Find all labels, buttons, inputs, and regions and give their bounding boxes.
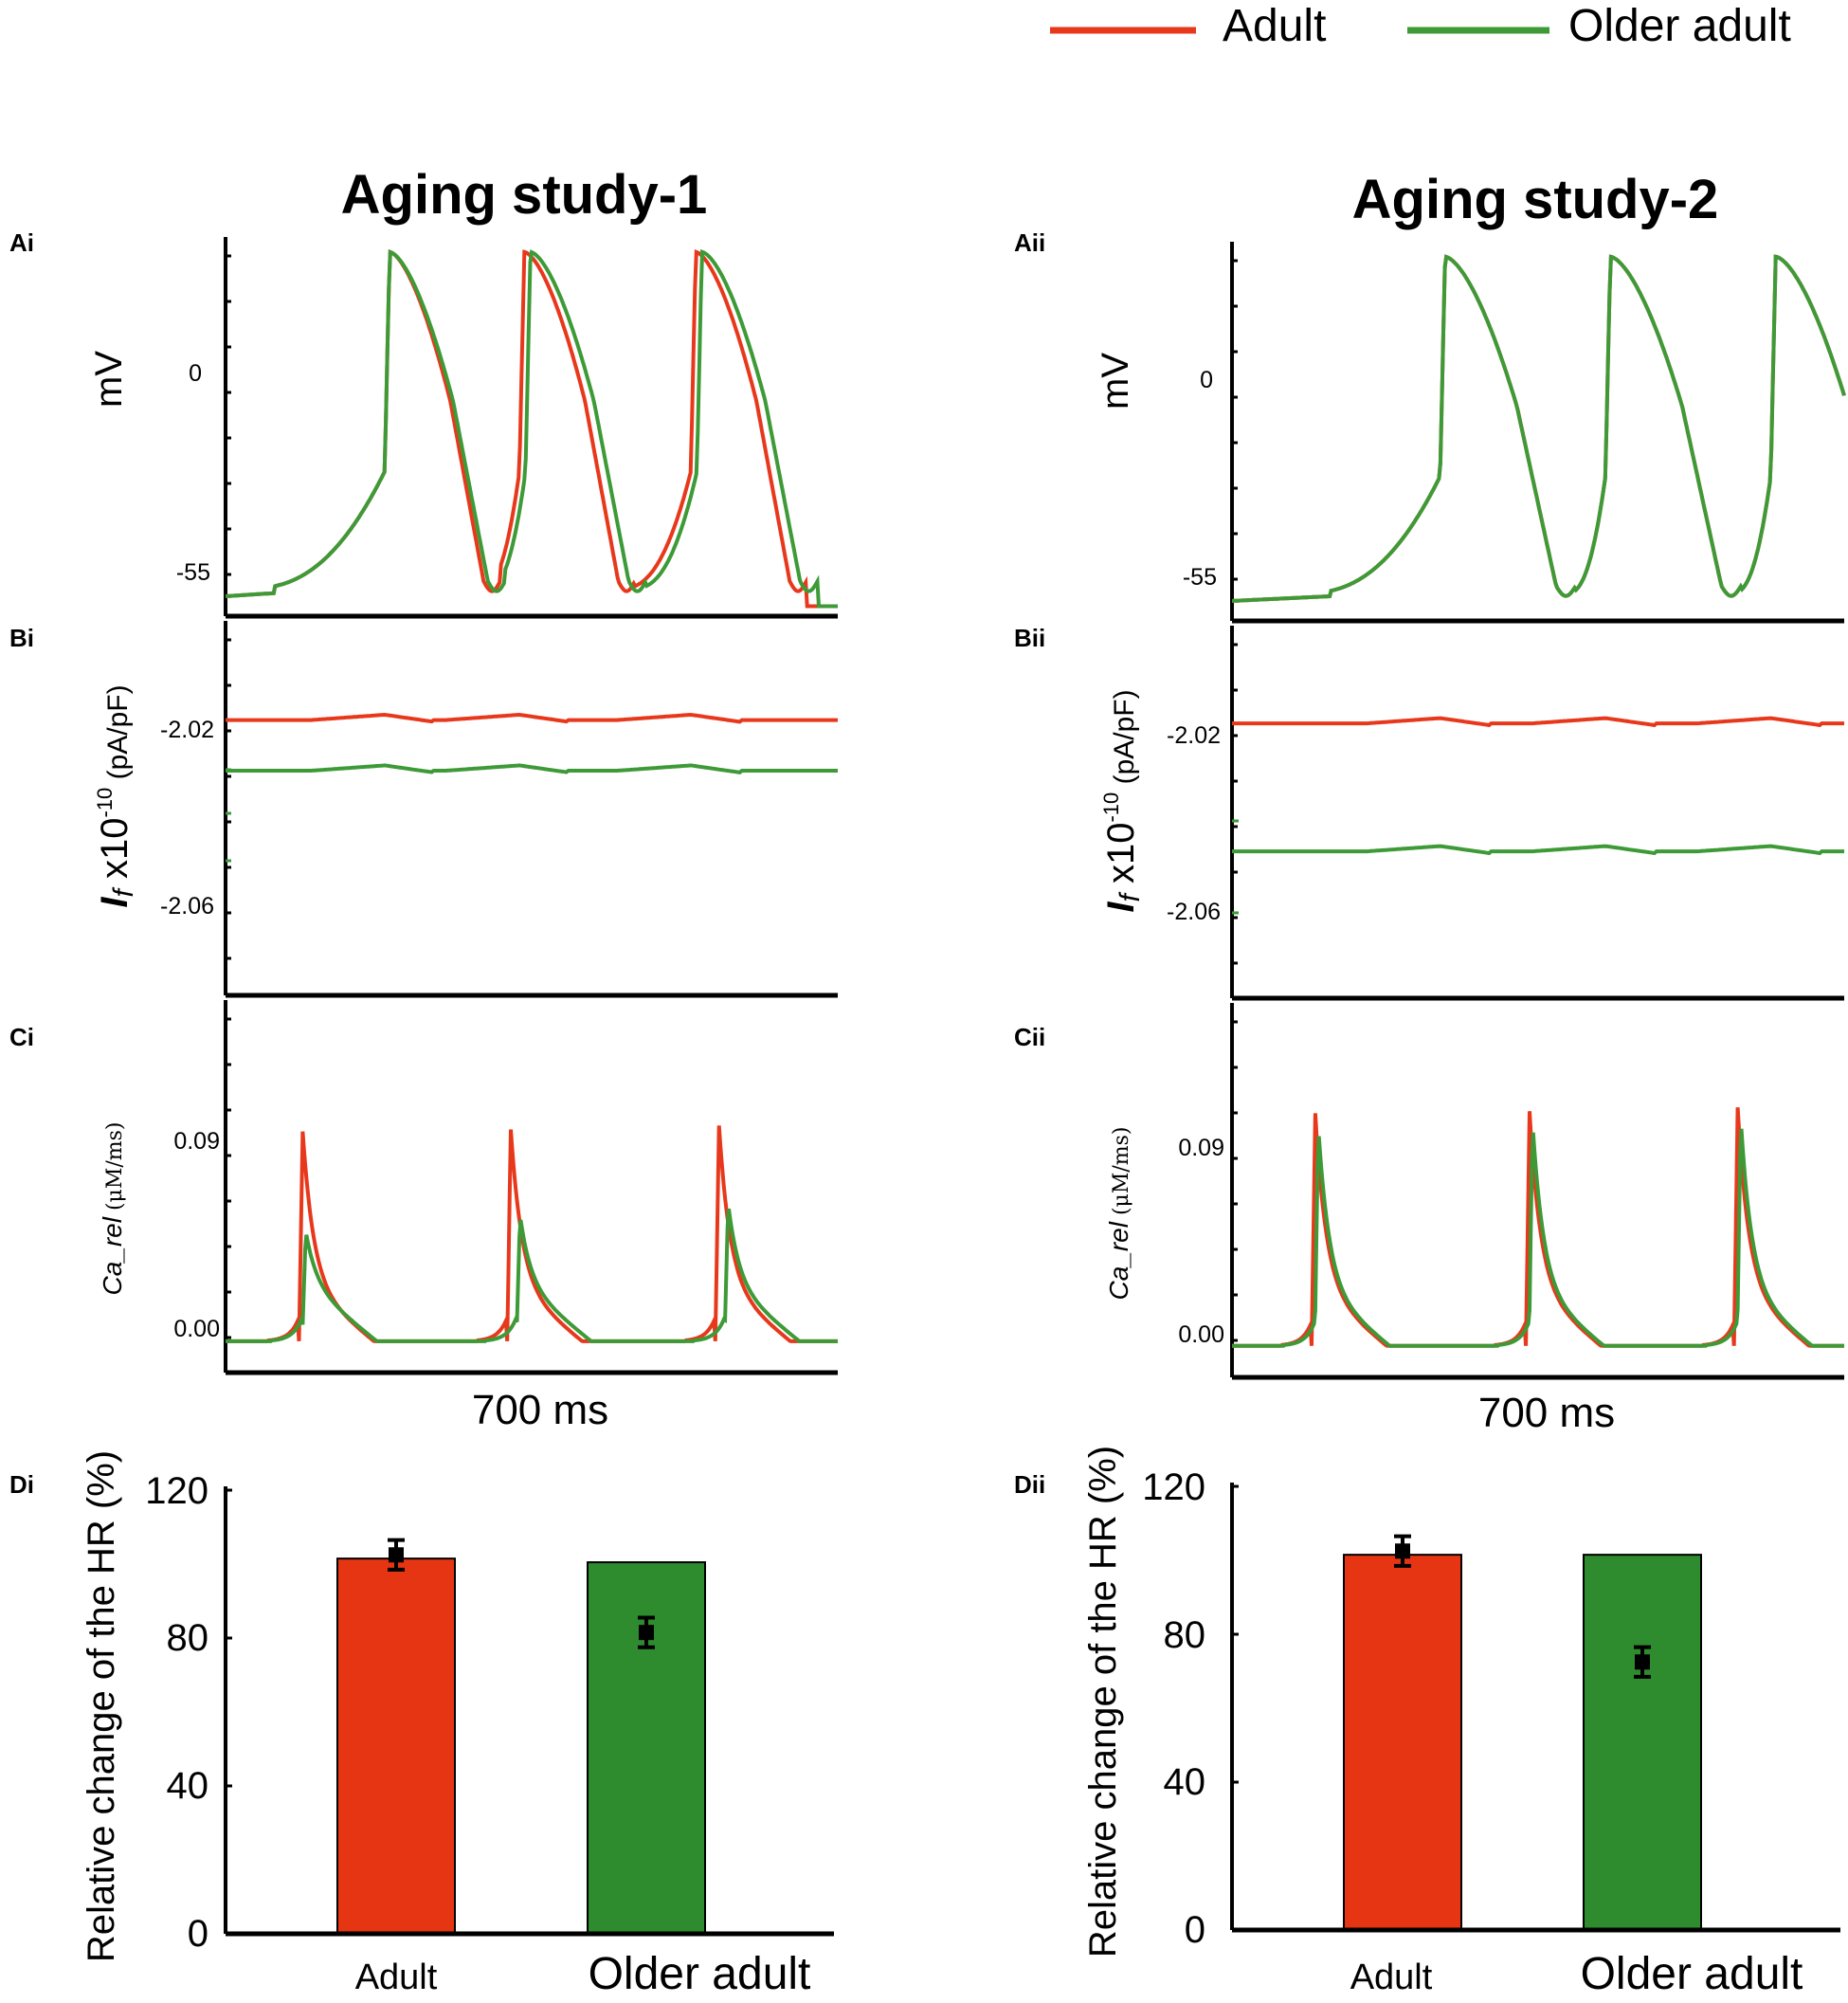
ylabel-ci-unit: (μM/ms) [103,1121,127,1217]
panel-label-dii: Dii [1014,1470,1045,1499]
chart-cii: 0.09 0.00 Ca_rel (μM/ms) 700 ms [1104,1003,1844,1436]
series-bii-older-adult [1232,844,1844,856]
point-adult [389,1547,404,1563]
ylabel-bi: If x10-10 (pA/pF) [93,684,139,907]
ylabel-di: Relative change of the HR (%) [81,1450,122,1962]
panel-label-ai: Ai [9,228,34,257]
point-older-adult [639,1625,654,1641]
ylabel-bii: If x10-10 (pA/pF) [1099,689,1146,912]
ylabel-bii-f: f [1114,891,1146,901]
bar-adult [336,1557,456,1936]
title-study-1: Aging study-1 [341,164,708,226]
ylabel-bii-x: x10 [1100,823,1142,895]
xlabel-cii: 700 ms [1478,1390,1615,1436]
ytick-dii-2: 80 [1164,1614,1206,1656]
chart-bi: -2.02 -2.06 If x10-10 (pA/pF) [93,621,838,998]
chart-bii: -2.02 -2.06 If x10-10 (pA/pF) [1099,626,1844,1001]
series-cii-older-adult [1232,1128,1844,1348]
ytick-di-1: 40 [167,1765,209,1807]
ytick-di-0: 0 [188,1913,208,1955]
ytick-bii-0: -2.02 [1167,722,1221,749]
ylabel-bi-exp: -10 [93,788,117,818]
ytick-aii-0: 0 [1200,367,1213,393]
point-adult [1395,1543,1410,1559]
chart-ci: 0.09 0.00 Ca_rel (μM/ms) 700 ms [98,1000,838,1433]
legend: Adult Older adult [1050,1,1791,51]
ytick-dii-0: 0 [1185,1909,1205,1951]
series-ci-older-adult [226,1208,838,1343]
ytick-aii-1: -55 [1183,564,1217,591]
chart-di: 0 40 80 120 Relative change of the HR (%… [81,1450,834,1999]
panel-label-cii: Cii [1014,1023,1045,1051]
ytick-ai-1: -55 [176,559,210,586]
bar-older-adult [1583,1554,1702,1932]
series-ci-adult [226,1125,838,1343]
ylabel-bi-x: x10 [94,818,136,890]
ytick-ci-0: 0.09 [173,1128,220,1155]
series-aii-adult [1232,254,1846,603]
ylabel-cii: Ca_rel (μM/ms) [1104,1126,1133,1300]
legend-label-adult: Adult [1223,1,1326,51]
ytick-cii-1: 0.00 [1178,1321,1224,1348]
category-dii-adult: Adult [1350,1957,1433,1997]
ylabel-bii-i: I [1100,901,1142,913]
ylabel-bii-exp: -10 [1099,792,1123,823]
ytick-cii-0: 0.09 [1178,1135,1224,1161]
ylabel-dii: Relative change of the HR (%) [1082,1446,1124,1957]
panel-label-bi: Bi [9,624,34,652]
ylabel-bii-unit: (pA/pF) [1109,689,1140,792]
ytick-di-3: 120 [145,1470,208,1512]
ylabel-aii: mV [1095,353,1136,410]
series-bii-adult [1232,716,1844,728]
ytick-dii-3: 120 [1142,1466,1205,1508]
title-study-2: Aging study-2 [1352,169,1719,230]
chart-ai: 0 -55 mV [88,237,838,619]
xlabel-ci: 700 ms [472,1387,608,1433]
panel-label-aii: Aii [1014,228,1045,257]
ytick-bi-1: -2.06 [160,893,214,920]
ylabel-ci-name: Ca_rel [98,1216,127,1295]
ylabel-ai: mV [88,351,130,408]
category-di-adult: Adult [355,1957,438,1997]
chart-dii: 0 40 80 120 Relative change of the HR (%… [1082,1446,1840,1999]
bar-adult [1343,1554,1462,1932]
legend-label-older-adult: Older adult [1568,1,1791,51]
ylabel-ci: Ca_rel (μM/ms) [98,1121,127,1295]
ytick-bii-1: -2.06 [1167,899,1221,925]
category-di-older-adult: Older adult [589,1949,811,1999]
chart-aii: 0 -55 mV [1095,242,1846,624]
ytick-bi-0: -2.02 [160,717,214,743]
series-ai-older-adult [226,248,838,609]
ytick-di-2: 80 [167,1617,209,1659]
ytick-dii-1: 40 [1164,1761,1206,1803]
series-aii-older-adult [1232,254,1846,603]
panel-label-bii: Bii [1014,624,1045,652]
point-older-adult [1635,1654,1650,1670]
ytick-ai-0: 0 [189,360,202,387]
ytick-ci-1: 0.00 [173,1316,220,1342]
panel-label-ci: Ci [9,1023,34,1051]
series-bi-older-adult [226,763,838,775]
ylabel-cii-unit: (μM/ms) [1110,1126,1133,1222]
ylabel-bi-unit: (pA/pF) [102,684,134,787]
panel-label-di: Di [9,1470,34,1499]
ylabel-bi-i: I [94,897,136,908]
series-ai-adult [226,248,838,609]
ylabel-bi-f: f [108,886,139,897]
series-cii-adult [1232,1107,1844,1348]
series-bi-adult [226,712,838,724]
category-dii-older-adult: Older adult [1581,1949,1803,1999]
ylabel-cii-name: Ca_rel [1104,1221,1133,1300]
